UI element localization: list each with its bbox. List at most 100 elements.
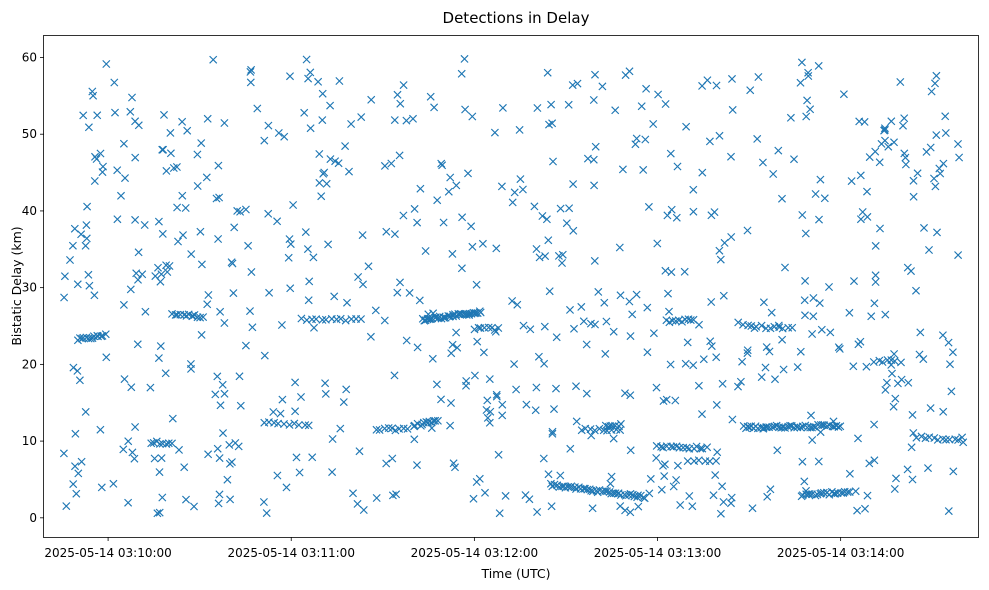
data-point: [508, 198, 517, 207]
data-point: [820, 194, 829, 203]
data-point: [607, 472, 616, 481]
data-point: [903, 465, 912, 474]
data-point: [199, 313, 208, 322]
data-point: [228, 259, 237, 268]
data-point: [306, 68, 315, 77]
data-point: [166, 149, 175, 158]
data-point: [247, 65, 256, 74]
data-point: [159, 110, 169, 119]
data-point: [870, 420, 879, 429]
data-point: [807, 423, 817, 432]
data-point: [817, 325, 826, 334]
data-point: [903, 263, 912, 272]
data-points: [59, 54, 968, 518]
data-point: [335, 76, 344, 86]
data-point: [565, 204, 574, 213]
data-point: [390, 230, 399, 239]
data-point: [669, 482, 678, 491]
data-point: [163, 267, 172, 277]
data-point: [871, 277, 880, 287]
y-tick-label: 10: [22, 434, 37, 448]
y-tick-label: 50: [22, 127, 37, 141]
data-point: [321, 389, 330, 398]
data-point: [565, 305, 575, 314]
data-point: [230, 223, 239, 232]
data-point: [253, 104, 262, 113]
data-point: [941, 435, 951, 444]
data-point: [457, 69, 466, 78]
data-point: [390, 116, 399, 125]
data-point: [809, 312, 818, 321]
data-point: [141, 307, 150, 316]
data-point: [126, 107, 135, 116]
data-point: [357, 113, 366, 122]
data-point: [689, 207, 698, 216]
data-point: [616, 502, 625, 511]
data-point: [186, 359, 195, 369]
data-point: [380, 161, 389, 170]
data-point: [158, 145, 167, 154]
data-point: [395, 278, 405, 287]
data-point: [396, 99, 405, 108]
data-point: [836, 422, 845, 431]
data-point: [405, 288, 414, 297]
data-point: [286, 284, 295, 293]
data-point: [427, 424, 436, 433]
data-point: [826, 328, 835, 337]
y-tick-label: 30: [22, 281, 37, 295]
data-point: [457, 264, 466, 273]
data-point: [285, 235, 294, 244]
data-point: [642, 84, 651, 93]
data-point: [800, 311, 810, 320]
data-point: [938, 331, 947, 340]
data-point: [594, 287, 603, 296]
data-point: [862, 187, 872, 196]
data-point: [544, 470, 553, 479]
data-point: [214, 161, 223, 170]
data-point: [923, 464, 933, 473]
data-point: [309, 253, 318, 262]
data-point: [564, 100, 573, 109]
data-point: [796, 423, 805, 432]
data-point: [518, 185, 527, 194]
data-point: [696, 444, 705, 453]
data-point: [657, 485, 666, 494]
data-point: [292, 453, 301, 462]
data-point: [871, 147, 880, 156]
data-point: [626, 391, 635, 400]
data-point: [150, 454, 159, 463]
data-point: [789, 155, 799, 164]
data-point: [856, 171, 865, 180]
data-point: [421, 246, 430, 256]
y-tick-label: 40: [22, 204, 37, 218]
data-point: [65, 255, 75, 265]
data-point: [547, 100, 556, 109]
data-point: [157, 270, 166, 279]
data-point: [468, 112, 477, 121]
chart-title: Detections in Delay: [443, 9, 590, 27]
data-point: [168, 414, 177, 423]
data-point: [359, 505, 368, 515]
data-point: [73, 366, 82, 375]
data-point: [766, 485, 775, 494]
data-point: [101, 330, 110, 339]
data-point: [582, 389, 591, 398]
data-point: [131, 215, 140, 224]
data-point: [317, 192, 326, 201]
data-point: [900, 114, 909, 123]
data-point: [304, 296, 313, 305]
data-point: [549, 405, 559, 414]
data-point: [73, 280, 82, 289]
data-point: [544, 120, 554, 129]
data-point: [120, 174, 130, 183]
data-point: [510, 360, 519, 369]
data-point: [364, 262, 373, 271]
data-point: [494, 450, 503, 459]
data-point: [209, 55, 218, 64]
data-point: [878, 357, 887, 367]
data-point: [483, 413, 492, 422]
data-point: [932, 131, 941, 140]
data-point: [69, 480, 78, 489]
data-point: [577, 302, 586, 311]
data-point: [154, 354, 163, 363]
